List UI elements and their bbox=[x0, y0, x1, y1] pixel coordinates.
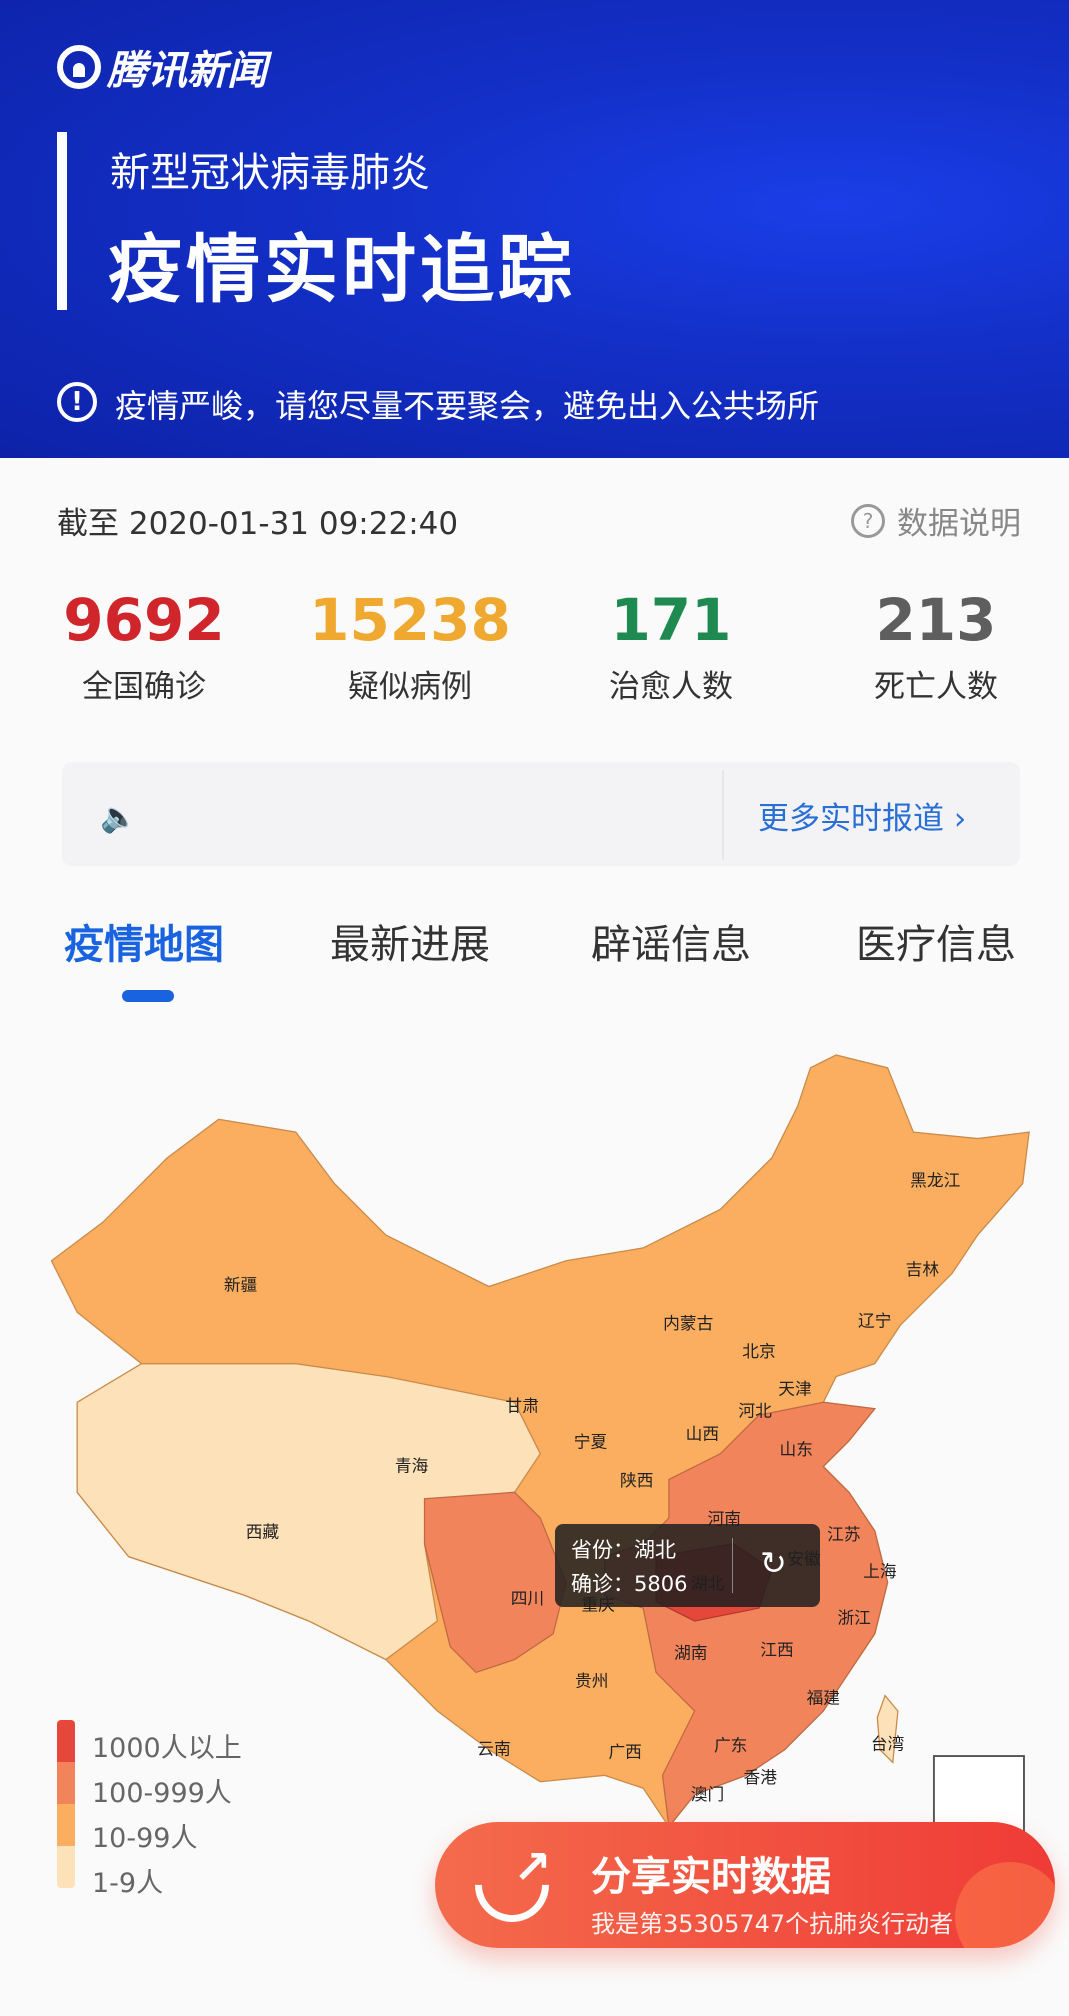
province-label: 西藏 bbox=[246, 1521, 280, 1541]
province-label: 山西 bbox=[686, 1424, 719, 1444]
tencent-news-logo: 腾讯新闻 bbox=[57, 38, 267, 96]
stat-label: 全国确诊 bbox=[82, 669, 206, 705]
help-label: 数据说明 bbox=[897, 506, 1021, 542]
province-label: 宁夏 bbox=[574, 1431, 608, 1451]
region-1-9[interactable] bbox=[76, 1363, 542, 1661]
more-reports-link[interactable]: 更多实时报道 › bbox=[758, 801, 967, 837]
province-label: 山东 bbox=[780, 1439, 813, 1459]
legend-swatch-1-9 bbox=[57, 1846, 75, 1888]
province-label: 贵州 bbox=[575, 1671, 608, 1691]
province-label: 上海 bbox=[863, 1561, 897, 1581]
tab-epidemic-map[interactable]: 疫情地图 bbox=[64, 922, 224, 968]
region-sichuan[interactable] bbox=[423, 1491, 567, 1674]
province-label: 湖南 bbox=[674, 1642, 707, 1662]
province-label: 陕西 bbox=[620, 1470, 653, 1490]
page-title: 疫情实时追踪 bbox=[108, 227, 576, 313]
tooltip-divider bbox=[732, 1538, 733, 1593]
logo-text: 腾讯新闻 bbox=[107, 48, 267, 94]
share-subtitle: 我是第35305747个抗肺炎行动者 bbox=[591, 1910, 954, 1938]
stat-deaths: 213 死亡人数 bbox=[821, 585, 1051, 706]
province-label: 香港 bbox=[744, 1767, 778, 1787]
stat-confirmed: 9692 全国确诊 bbox=[29, 585, 259, 706]
province-label: 浙江 bbox=[837, 1608, 871, 1628]
map-tooltip: 省份：湖北 确诊：5806 ↻ bbox=[555, 1524, 820, 1607]
stat-cured: 171 治愈人数 bbox=[556, 585, 786, 706]
speaker-icon: 🔈 bbox=[100, 800, 138, 835]
tooltip-confirmed: 确诊：5806 bbox=[571, 1572, 688, 1596]
divider bbox=[722, 770, 724, 860]
province-label: 青海 bbox=[395, 1456, 429, 1476]
legend-swatch-100-999 bbox=[57, 1762, 75, 1804]
province-label: 辽宁 bbox=[858, 1310, 891, 1330]
stat-value: 15238 bbox=[309, 586, 511, 654]
stat-label: 治愈人数 bbox=[609, 669, 733, 705]
legend-label[interactable]: 10-99人 bbox=[92, 1823, 198, 1854]
share-data-button[interactable]: ↗ 分享实时数据 我是第35305747个抗肺炎行动者 bbox=[435, 1822, 1055, 1948]
province-label: 福建 bbox=[807, 1687, 841, 1707]
legend-swatch-10-99 bbox=[57, 1804, 75, 1846]
legend-label[interactable]: 1-9人 bbox=[92, 1868, 164, 1899]
tab-medical-info[interactable]: 医疗信息 bbox=[856, 922, 1016, 968]
province-label: 江苏 bbox=[827, 1524, 860, 1544]
stat-value: 171 bbox=[610, 586, 732, 654]
stat-label: 疑似病例 bbox=[348, 669, 472, 705]
region-east-100-999[interactable] bbox=[603, 1401, 889, 1829]
heart-decoration bbox=[955, 1862, 1055, 1948]
stat-label: 死亡人数 bbox=[874, 669, 998, 705]
logo-icon bbox=[57, 45, 101, 89]
share-icon[interactable]: ↻ bbox=[760, 1544, 787, 1582]
legend-label[interactable]: 1000人以上 bbox=[92, 1733, 242, 1764]
province-label: 黑龙江 bbox=[910, 1170, 960, 1190]
province-label: 河北 bbox=[738, 1400, 772, 1420]
share-title: 分享实时数据 bbox=[591, 1854, 831, 1900]
tab-rumor-info[interactable]: 辟谣信息 bbox=[591, 922, 751, 968]
province-label: 新疆 bbox=[224, 1274, 258, 1294]
question-icon: ? bbox=[851, 503, 885, 538]
subtitle: 新型冠状病毒肺炎 bbox=[110, 150, 430, 196]
stat-value: 213 bbox=[875, 586, 997, 654]
tooltip-province: 省份：湖北 bbox=[571, 1538, 676, 1562]
province-label: 北京 bbox=[742, 1341, 775, 1361]
stat-suspected: 15238 疑似病例 bbox=[295, 585, 525, 706]
region-taiwan[interactable] bbox=[876, 1694, 899, 1764]
stat-value: 9692 bbox=[63, 586, 225, 654]
province-label: 台湾 bbox=[871, 1734, 905, 1754]
province-label: 云南 bbox=[477, 1739, 510, 1759]
province-label: 广西 bbox=[608, 1741, 641, 1761]
exclamation-icon: ! bbox=[57, 382, 97, 422]
news-ticker[interactable] bbox=[62, 762, 1020, 866]
active-tab-indicator bbox=[122, 990, 174, 1002]
legend-swatch-1000plus bbox=[57, 1720, 75, 1762]
province-label: 澳门 bbox=[691, 1784, 724, 1804]
title-accent-bar bbox=[57, 132, 67, 310]
region-10-99[interactable] bbox=[50, 1054, 1030, 1828]
tab-latest-progress[interactable]: 最新进展 bbox=[330, 922, 490, 968]
province-label: 吉林 bbox=[906, 1259, 940, 1279]
province-label: 天津 bbox=[778, 1379, 811, 1399]
header-banner: 腾讯新闻 新型冠状病毒肺炎 疫情实时追踪 ! 疫情严峻，请您尽量不要聚会，避免出… bbox=[0, 0, 1069, 458]
province-label: 江西 bbox=[760, 1640, 793, 1660]
warning-text: 疫情严峻，请您尽量不要聚会，避免出入公共场所 bbox=[115, 387, 820, 425]
legend-label[interactable]: 100-999人 bbox=[92, 1778, 232, 1809]
arrow-icon: ↗ bbox=[513, 1840, 552, 1894]
province-label: 内蒙古 bbox=[663, 1313, 713, 1333]
timestamp: 截至 2020-01-31 09:22:40 bbox=[57, 506, 459, 542]
province-label: 甘肃 bbox=[506, 1395, 539, 1415]
data-help-link[interactable]: ? 数据说明 bbox=[851, 498, 1021, 543]
province-label: 广东 bbox=[714, 1735, 747, 1755]
province-label: 四川 bbox=[511, 1588, 544, 1608]
